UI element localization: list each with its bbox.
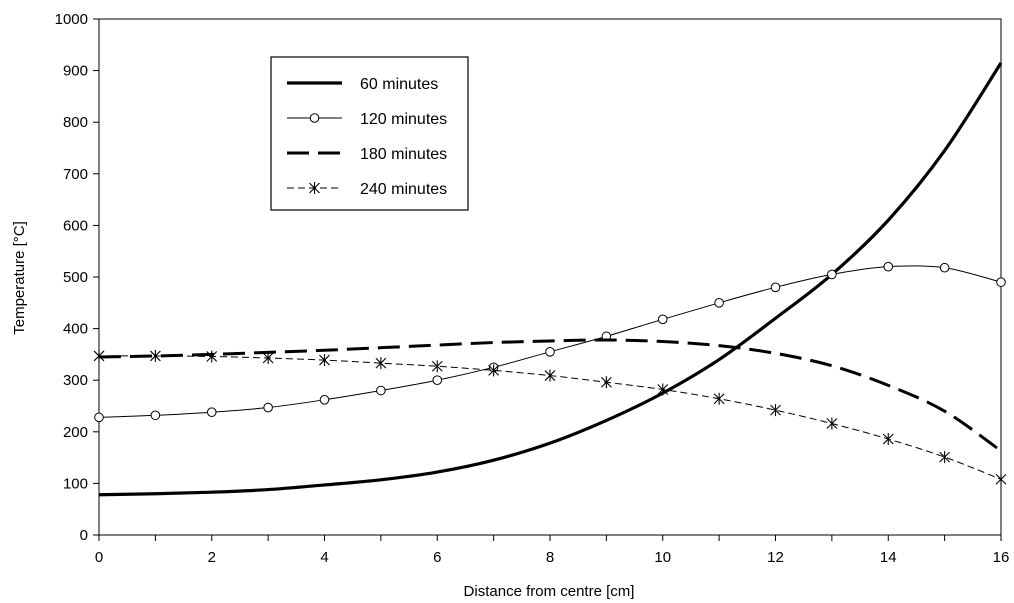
legend-label: 240 minutes	[360, 181, 447, 198]
x-tick-label: 8	[546, 549, 554, 566]
x-axis-title: Distance from centre [cm]	[464, 583, 635, 600]
data-point	[657, 314, 668, 325]
data-point	[827, 269, 837, 280]
data-point	[657, 383, 669, 396]
data-point	[488, 364, 500, 377]
y-tick-label: 400	[63, 321, 88, 338]
data-point	[826, 417, 838, 430]
data-point	[882, 433, 894, 446]
legend-marker	[309, 182, 320, 194]
data-point	[713, 392, 725, 405]
y-tick-label: 500	[63, 269, 88, 286]
data-point	[93, 349, 105, 362]
series-3	[98, 338, 1002, 453]
tick-labels: 0 100 200 300 400 500 600 700 800 900 1000 0 2 4 6 8 10 1…	[55, 11, 1010, 566]
legend-marker	[309, 113, 320, 123]
data-point	[995, 473, 1007, 486]
y-axis-title: Temperature [°C]	[11, 221, 28, 335]
series-4	[93, 349, 1007, 486]
data-point	[206, 350, 218, 363]
y-tick-label: 1000	[55, 11, 88, 28]
x-tick-label: 0	[95, 549, 103, 566]
y-tick-label: 800	[63, 114, 88, 131]
legend: 60 minutes 120 minutes 180 minutes 240 minu…	[270, 56, 469, 211]
x-tick-label: 6	[433, 549, 441, 566]
legend-entry-3: 180 minutes	[287, 146, 447, 163]
plot-area	[98, 18, 1002, 536]
y-tick-label: 300	[63, 372, 88, 389]
data-point	[544, 369, 556, 382]
legend-label: 180 minutes	[360, 146, 447, 163]
x-tick-label: 4	[320, 549, 328, 566]
series-1	[98, 61, 1003, 497]
data-point	[996, 277, 1006, 287]
y-tick-label: 900	[63, 63, 88, 80]
x-tick-label: 2	[208, 549, 216, 566]
legend-entry-1: 60 minutes	[287, 76, 438, 93]
data-point	[94, 412, 104, 423]
legend-label: 60 minutes	[360, 76, 438, 93]
data-point	[770, 404, 781, 417]
data-point	[149, 349, 161, 362]
legend-entry-4: 240 minutes	[287, 181, 447, 198]
data-point	[375, 357, 387, 370]
y-tick-label: 100	[63, 475, 88, 492]
data-point	[432, 375, 443, 386]
data-point	[206, 407, 217, 417]
x-tick-label: 12	[767, 549, 784, 566]
series-line	[98, 61, 1003, 497]
y-tick-label: 700	[63, 166, 88, 183]
data-point	[319, 354, 330, 367]
data-point	[376, 385, 386, 396]
data-point	[263, 402, 273, 413]
data-point	[319, 395, 330, 405]
data-point	[939, 451, 951, 464]
legend-entry-2: 120 minutes	[287, 111, 447, 128]
data-point	[600, 376, 612, 389]
data-point	[545, 347, 555, 357]
data-point	[262, 352, 274, 365]
series-line	[98, 338, 1002, 453]
y-tick-label: 200	[63, 424, 88, 441]
x-tick-label: 10	[654, 549, 671, 566]
data-point	[150, 410, 161, 421]
data-point	[883, 261, 894, 272]
data-point	[939, 262, 950, 273]
x-tick-label: 16	[993, 549, 1010, 566]
series-group	[93, 61, 1007, 497]
data-point	[714, 298, 724, 308]
legend-label: 120 minutes	[360, 111, 447, 128]
data-point	[770, 282, 781, 293]
y-tick-label: 600	[63, 217, 88, 234]
y-tick-label: 0	[80, 527, 88, 544]
axis-ticks	[93, 18, 1002, 541]
x-tick-label: 14	[880, 549, 897, 566]
data-point	[431, 360, 443, 373]
